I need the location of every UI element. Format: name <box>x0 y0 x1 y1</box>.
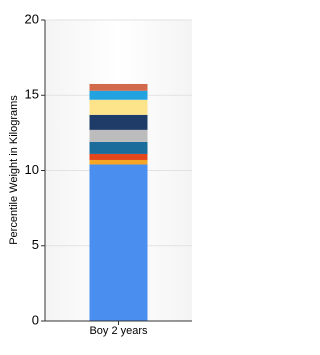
bar-segment <box>89 83 148 91</box>
chart: Percentile Weight in Kilograms 0 5 10 15 20 B… <box>8 11 192 337</box>
bar-segment <box>89 141 148 154</box>
bar-segment <box>89 153 148 160</box>
y-axis-label: Percentile Weight in Kilograms <box>8 95 20 245</box>
y-tick-label: 15 <box>25 87 39 102</box>
bar-segment <box>89 129 148 142</box>
bar-segment <box>89 114 148 130</box>
bar-segment <box>89 164 148 321</box>
y-tick-label: 10 <box>25 162 39 177</box>
bar-segment <box>89 99 148 115</box>
bar-segment <box>89 159 148 165</box>
y-tick-label: 0 <box>32 312 39 327</box>
x-tick-label: Boy 2 years <box>89 325 148 337</box>
bar-segment <box>89 90 148 100</box>
y-tick-label: 20 <box>25 11 39 26</box>
y-tick-label: 5 <box>32 237 39 252</box>
